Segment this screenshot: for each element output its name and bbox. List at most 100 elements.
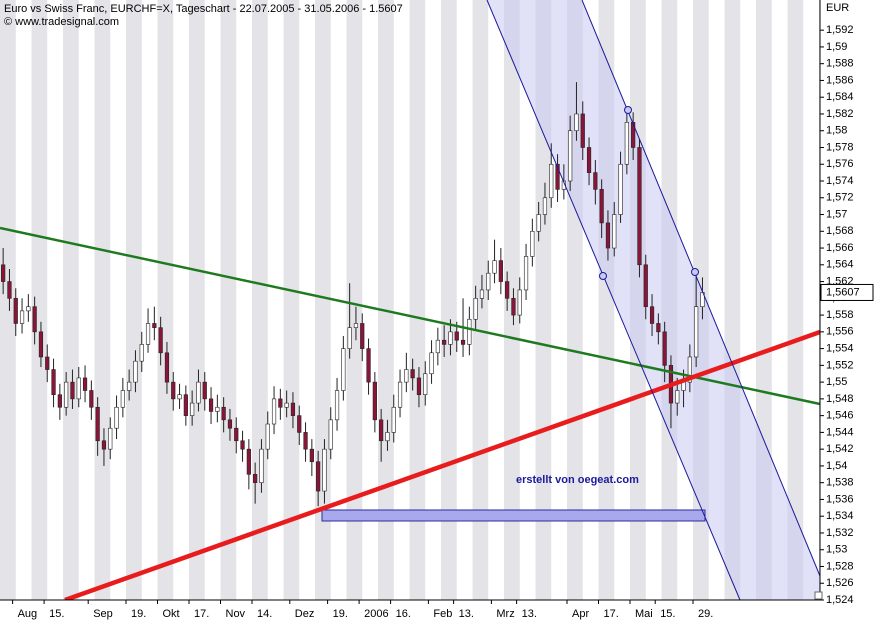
corner-icon — [814, 591, 823, 600]
candle-body — [227, 419, 233, 429]
stripe — [157, 0, 174, 600]
trend-line-green — [0, 226, 821, 406]
candle-body — [379, 419, 384, 442]
support-zone — [321, 509, 706, 522]
stripe — [283, 0, 300, 600]
x-tick-label: Aug — [18, 608, 38, 620]
candle-body — [397, 381, 403, 408]
y-tick-label: 1,572 — [826, 192, 854, 204]
channel-anchor — [599, 272, 607, 280]
candle-body — [423, 373, 428, 395]
x-axis-panel — [0, 600, 874, 623]
y-tick-label: 1,558 — [826, 309, 854, 321]
candle-body — [656, 323, 661, 333]
candle-body — [259, 448, 264, 483]
candle-body — [26, 306, 31, 312]
candle-body — [435, 339, 440, 354]
candle-body — [605, 222, 611, 249]
y-unit: EUR — [826, 2, 849, 14]
candle-body — [234, 427, 239, 442]
y-tick-label: 1,53 — [826, 544, 847, 556]
channel-line — [581, 0, 821, 577]
axes: 1,524 1,526 1,528 1,53 1,532 1,534 1,536 1,538 1… — [12, 24, 874, 620]
stripe — [378, 0, 394, 600]
candle-body — [347, 327, 352, 349]
candle-body — [114, 406, 119, 429]
candle-body — [467, 318, 472, 345]
x-tick-label: 17. — [194, 608, 209, 620]
candle-body — [580, 113, 585, 148]
y-tick-label: 1,526 — [826, 577, 854, 589]
candle-body — [486, 272, 491, 291]
candle-body — [410, 369, 415, 379]
candle-body — [127, 381, 132, 391]
candle-body — [473, 298, 478, 320]
candle-body — [290, 402, 296, 416]
stripe — [31, 0, 48, 600]
candle-body — [190, 402, 195, 416]
candle-body — [108, 427, 113, 450]
candle-body — [152, 323, 157, 328]
x-tick-label: 16. — [396, 608, 411, 620]
candle-body — [70, 381, 75, 400]
x-tick-label: 13. — [459, 608, 474, 620]
candle-body — [322, 448, 327, 492]
candle-body — [586, 147, 592, 173]
candle-body — [202, 381, 207, 400]
candle-body — [593, 172, 598, 190]
y-tick-label: 1,568 — [826, 225, 854, 237]
x-tick-label: 19. — [333, 608, 348, 620]
candle-body — [479, 289, 485, 299]
candle-body — [631, 122, 636, 148]
candle-body — [133, 360, 138, 383]
candle-body — [662, 331, 667, 366]
x-tick-label: 19. — [131, 608, 146, 620]
stripe — [409, 0, 426, 600]
x-tick-label: Dez — [295, 608, 315, 620]
y-tick-label: 1,584 — [826, 91, 854, 103]
candle-body — [568, 130, 573, 182]
candle-body — [7, 281, 12, 299]
candle-body — [511, 298, 516, 316]
candle-body — [45, 356, 50, 370]
candle-body — [38, 331, 44, 358]
x-tick-label: 17. — [604, 608, 619, 620]
candle-body — [517, 289, 522, 316]
candle-body — [82, 377, 88, 391]
candle-body — [624, 122, 629, 165]
candle-body — [297, 415, 302, 433]
last-price-box — [820, 283, 874, 301]
y-tick-label: 1,528 — [826, 560, 854, 572]
x-tick-label: Okt — [163, 608, 180, 620]
candle-body — [442, 339, 447, 345]
y-tick-label: 1,538 — [826, 477, 854, 489]
candle-body — [460, 339, 466, 345]
candle-body — [13, 298, 18, 324]
y-tick-label: 1,542 — [826, 443, 854, 455]
candle-body — [675, 390, 680, 404]
candle-body — [164, 352, 170, 383]
x-tick-label: Mai — [635, 608, 653, 620]
candle-body — [681, 381, 686, 391]
candle-body — [196, 381, 201, 404]
candles — [1, 82, 705, 507]
candle-body — [391, 406, 396, 433]
candle-body — [429, 352, 434, 375]
candle-body — [649, 306, 655, 324]
stripe — [63, 0, 79, 600]
candle-body — [687, 356, 692, 383]
stripe — [441, 0, 457, 600]
candle-body — [303, 432, 308, 450]
y-tick-label: 1,548 — [826, 393, 854, 405]
candle-body — [542, 197, 548, 215]
stripe — [787, 0, 804, 600]
candle-body — [549, 163, 554, 199]
candle-body — [366, 348, 371, 383]
candle-body — [221, 406, 226, 421]
candle-body — [505, 281, 510, 299]
channel-anchor — [691, 268, 699, 276]
candle-body — [76, 377, 81, 400]
candle-body — [353, 323, 359, 328]
candle-body — [95, 406, 100, 442]
candle-body — [139, 344, 144, 362]
